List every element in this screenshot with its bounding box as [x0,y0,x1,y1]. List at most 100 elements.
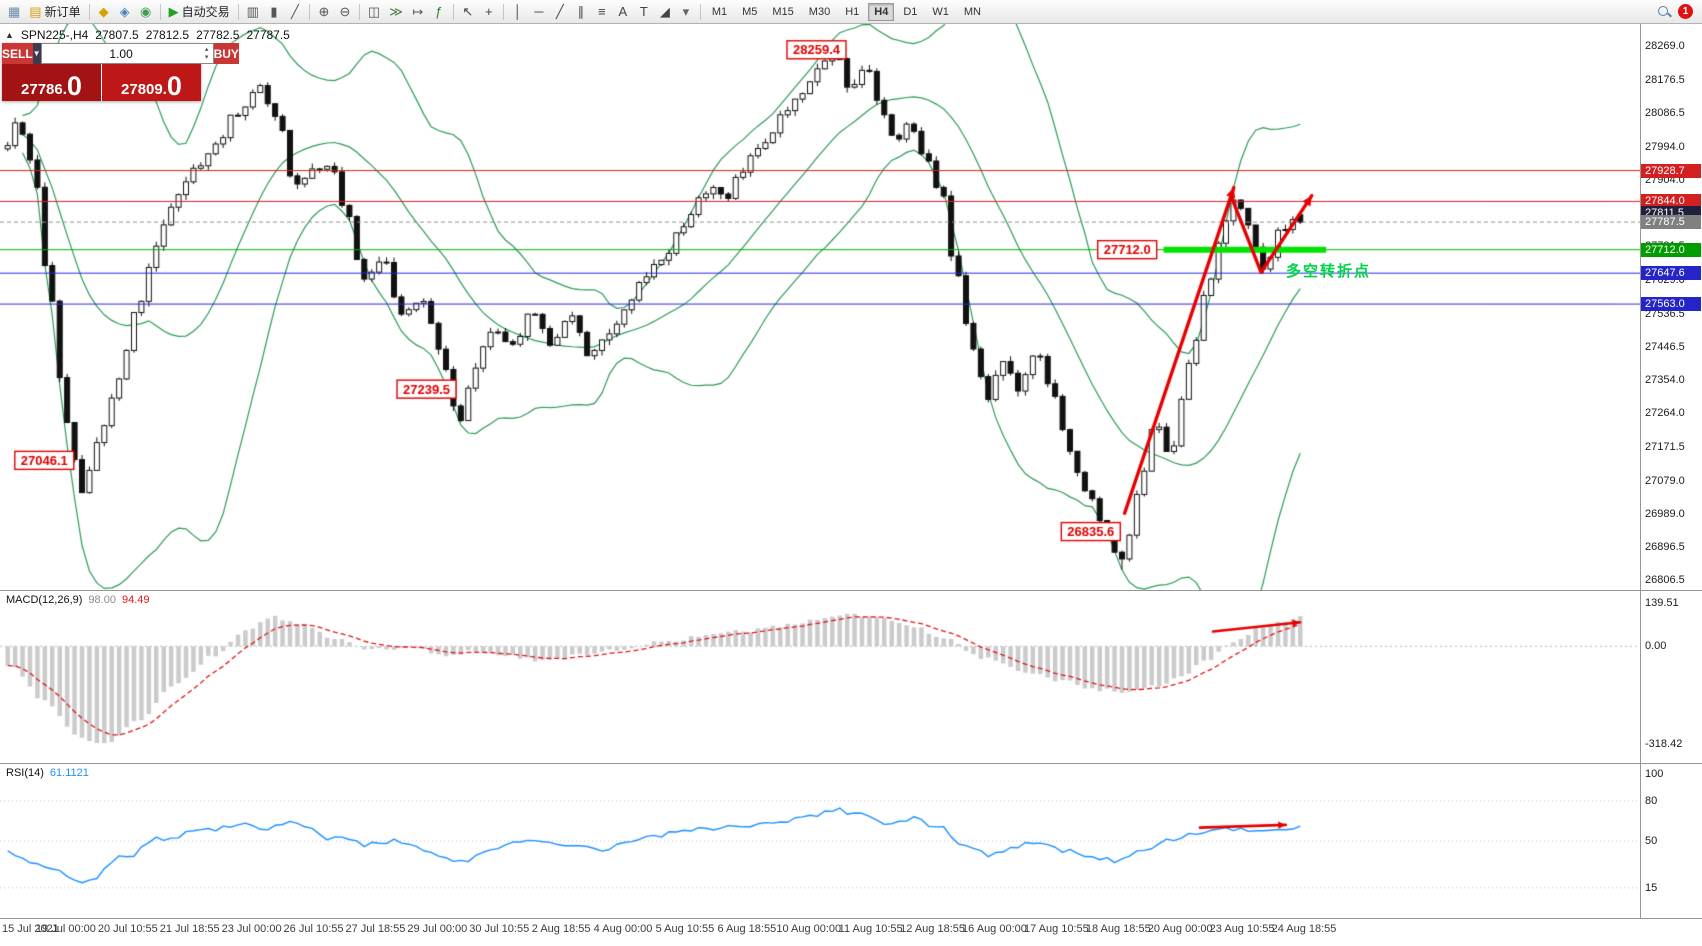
fibonacci-icon[interactable]: ≡ [592,2,612,22]
price-tick-label: 28176.5 [1645,74,1685,87]
crosshair-icon[interactable]: + [479,2,499,22]
tile-windows-icon[interactable]: ◫ [364,2,384,22]
cursor-icon-glyph: ↖ [462,4,474,19]
mql-community-icon[interactable]: ◉ [136,2,156,22]
timeframe-d1-button[interactable]: D1 [903,5,918,18]
price-tag: 27928.7 [1641,163,1701,178]
volume-input[interactable] [41,45,201,62]
macd-tick-label: 139.51 [1645,597,1679,610]
auto-scroll-icon-glyph: ≫ [389,4,403,19]
timeframe-m1-button[interactable]: M1 [711,5,728,18]
price-chart-canvas[interactable] [0,24,1640,590]
vertical-line-icon[interactable]: │ [508,2,528,22]
buy-price-big-digit: 0 [166,71,182,102]
time-label: 29 Jul 00:00 [407,923,468,935]
toolbar-separator [452,3,454,20]
price-axis[interactable]: 28269.028176.528086.527994.027904.027811… [1640,24,1702,590]
order-options-dropdown[interactable]: ▼ [32,43,41,64]
macd-axis[interactable]: 139.51 0.00 -318.42 [1640,591,1702,763]
vertical-line-icon-glyph: │ [513,4,522,19]
time-label: 12 Aug 18:55 [900,923,965,935]
history-center-icon-glyph: ◆ [98,4,109,19]
timeframe-h1-button[interactable]: H1 [845,5,860,18]
line-chart-icon[interactable]: ╱ [285,2,305,22]
rsi-axis[interactable]: 100 80 50 15 [1640,764,1702,918]
timeframe-m15-button[interactable]: M15 [772,5,794,18]
volume-box: ▴ ▾ [40,43,214,64]
auto-scroll-icon[interactable]: ≫ [385,2,407,22]
toolbar: ▦ ▤ 新订单 ◆ ◈ ◉ ▶ 自动交易 ▥ ▮ ╱ ⊕ ⊖ ◫ ≫ ↦ ƒ ↖ + │ ─ ╱ ∥ ≡ A T ◢ ▾ M1 M5 M15… [0,0,1702,24]
price-tag: 27712.0 [1641,242,1701,257]
sell-button[interactable]: SELL [2,43,33,64]
volume-up-icon[interactable]: ▴ [204,45,209,53]
horizontal-line-icon-glyph: ─ [534,4,544,19]
timeframe-m30-button[interactable]: M30 [808,5,831,18]
shapes-dropdown-icon[interactable]: ▾ [676,2,696,22]
ohlc-high: 27812.5 [145,28,190,42]
tile-windows-icon-glyph: ◫ [367,4,381,19]
price-pane: 28269.028176.528086.527994.027904.027811… [0,24,1702,590]
chart-shift-icon[interactable]: ↦ [408,2,428,22]
price-tick-label: 28086.5 [1645,106,1685,119]
time-label: 11 Aug 10:55 [838,923,903,935]
buy-price-main: 27809. [121,80,167,98]
text-icon[interactable]: A [613,2,633,22]
buy-price[interactable]: 27809. 0 [102,64,201,101]
horizontal-line-icon[interactable]: ─ [529,2,549,22]
autotrading-glyph: ▶ [168,4,179,19]
timeframe-w1-button[interactable]: W1 [932,5,949,18]
ohlc-open: 27807.5 [95,28,139,42]
time-label: 6 Aug 18:55 [717,923,777,935]
shapes-icon[interactable]: ◢ [655,2,675,22]
macd-canvas[interactable] [0,591,1640,763]
time-label: 26 Jul 10:55 [283,923,344,935]
price-tag: 27563.0 [1641,297,1701,312]
sell-price[interactable]: 27786. 0 [2,64,101,101]
chart-annotation-text: 多空转折点 [1286,263,1372,280]
sell-price-main: 27786. [21,80,67,98]
bar-chart-icon-glyph: ▥ [246,4,259,19]
rsi-label: RSI(14) 61.1121 [6,767,89,779]
new-order-button[interactable]: ▤ 新订单 [25,2,84,22]
zoom-in-icon[interactable]: ⊕ [314,2,334,22]
indicators-icon[interactable]: ƒ [429,2,449,22]
label-icon-glyph: T [639,4,648,19]
toolbar-right: 1 [1657,4,1698,19]
candlestick-chart-icon[interactable]: ▮ [264,2,284,22]
global-variables-icon[interactable]: ◈ [115,2,135,22]
time-label: 2 Aug 18:55 [531,923,591,935]
price-tick-label: 27994.0 [1645,140,1685,153]
new-chart-icon[interactable]: ▦ [4,2,24,22]
zoom-out-icon[interactable]: ⊖ [335,2,355,22]
toolbar-separator [308,3,310,20]
time-axis[interactable]: 15 Jul 2021 19 Jul 00:00 20 Jul 10:55 21 Ju… [0,918,1702,946]
one-click-toggle-icon[interactable]: ▲ [5,30,14,40]
time-label: 21 Jul 18:55 [159,923,220,935]
rsi-tick-label: 100 [1645,768,1664,780]
rsi-tick-label: 80 [1645,794,1658,807]
toolbar-separator [159,3,161,20]
zoom-out-icon-glyph: ⊖ [339,4,351,19]
autotrading-button[interactable]: ▶ 自动交易 [165,2,234,22]
equidistant-channel-icon[interactable]: ∥ [571,2,591,22]
timeframe-mn-button[interactable]: MN [963,5,981,18]
history-center-icon[interactable]: ◆ [94,2,114,22]
buy-button[interactable]: BUY [213,43,239,64]
rsi-name: RSI(14) [6,767,44,779]
time-label: 20 Jul 10:55 [97,923,158,935]
timeframe-h4-button[interactable]: H4 [868,2,895,21]
trendline-icon[interactable]: ╱ [550,2,570,22]
volume-down-icon[interactable]: ▾ [204,53,209,61]
rsi-canvas[interactable] [0,764,1640,918]
new-order-button-label: 新订单 [44,5,81,19]
new-chart-icon-glyph: ▦ [8,4,21,19]
time-label: 18 Aug 18:55 [1085,923,1151,935]
label-icon[interactable]: T [634,2,654,22]
bar-chart-icon[interactable]: ▥ [243,2,263,22]
search-icon[interactable] [1657,5,1671,19]
time-label: 5 Aug 10:55 [655,923,715,935]
notification-badge[interactable]: 1 [1678,4,1693,19]
timeframe-m5-button[interactable]: M5 [742,5,758,18]
cursor-icon[interactable]: ↖ [458,2,478,22]
price-tag: 27844.0 [1641,194,1701,209]
